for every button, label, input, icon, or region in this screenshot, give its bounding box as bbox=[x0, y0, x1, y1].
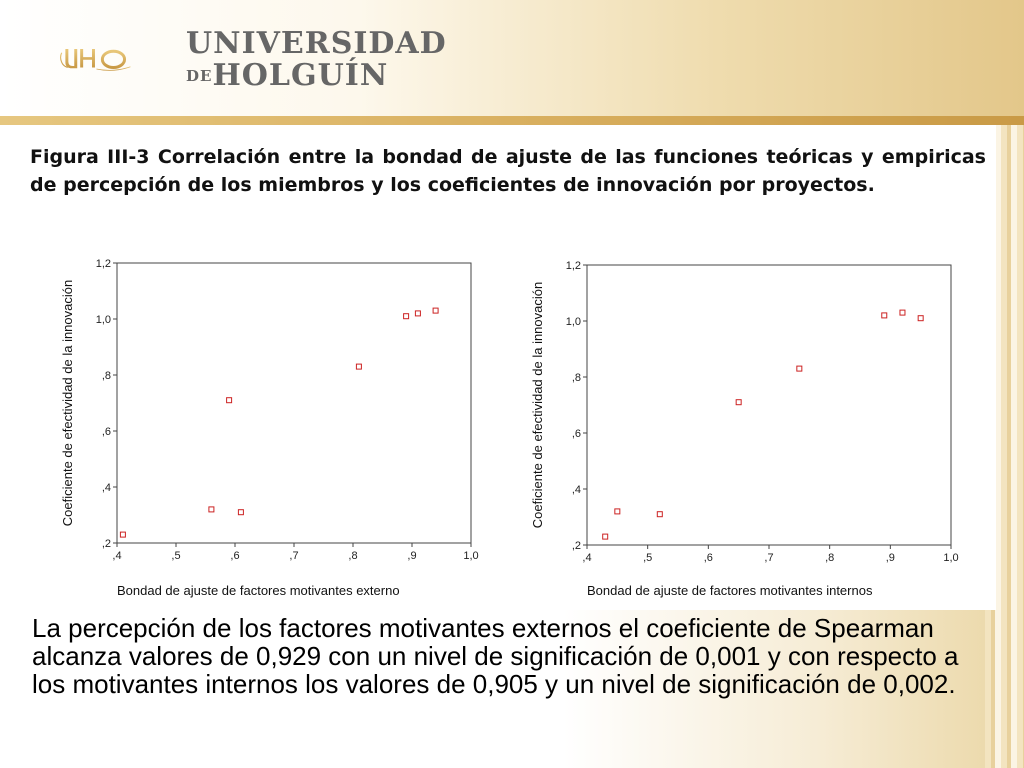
x-tick-label: ,7 bbox=[764, 552, 773, 564]
header-divider bbox=[0, 116, 1024, 125]
scatter-point bbox=[899, 309, 906, 316]
scatter-point bbox=[226, 397, 233, 404]
scatter-point bbox=[119, 531, 126, 538]
scatter-point bbox=[735, 399, 742, 406]
x-tick-label: ,9 bbox=[407, 550, 416, 562]
y-tick-label: 1,0 bbox=[566, 316, 581, 328]
x-tick-label: ,5 bbox=[171, 550, 180, 562]
x-tick-label: ,8 bbox=[348, 550, 357, 562]
x-tick-label: ,4 bbox=[582, 552, 591, 564]
scatter-point bbox=[881, 312, 888, 319]
logo-line-2-main: HOLGUÍN bbox=[212, 58, 389, 93]
uho-logo-icon bbox=[60, 49, 131, 71]
y-tick-label: ,2 bbox=[572, 540, 581, 552]
y-tick-label: ,8 bbox=[572, 372, 581, 384]
y-tick-label: ,6 bbox=[102, 426, 111, 438]
scatter-point bbox=[403, 313, 410, 320]
scatter-point bbox=[796, 365, 803, 372]
y-tick-label: ,8 bbox=[102, 370, 111, 382]
scatter-point bbox=[432, 307, 439, 314]
scatter-point bbox=[602, 533, 609, 540]
scatter-point bbox=[614, 508, 621, 515]
scatter-point bbox=[414, 310, 421, 317]
x-tick-label: ,4 bbox=[112, 550, 121, 562]
y-tick-label: ,4 bbox=[102, 482, 111, 494]
figure-title: Figura III-3 Correlación entre la bondad… bbox=[30, 146, 986, 196]
y-tick-label: ,4 bbox=[572, 484, 581, 496]
header-band bbox=[0, 0, 1024, 118]
y-axis-label: Coeficiente de efectividad de la innovac… bbox=[530, 282, 545, 528]
y-tick-label: ,6 bbox=[572, 428, 581, 440]
logo-line-2: DEHOLGUÍN bbox=[186, 60, 447, 92]
plot-frame bbox=[586, 264, 952, 546]
scatter-point bbox=[917, 315, 924, 322]
x-axis-label: Bondad de ajuste de factores motivantes … bbox=[587, 583, 873, 598]
x-tick-label: 1,0 bbox=[943, 552, 958, 564]
logo-line-2-prefix: DE bbox=[186, 67, 213, 85]
y-axis-label: Coeficiente de efectividad de la innovac… bbox=[60, 280, 75, 526]
scatter-point bbox=[237, 509, 244, 516]
x-tick-label: ,5 bbox=[643, 552, 652, 564]
y-tick-label: 1,2 bbox=[96, 258, 111, 270]
x-tick-label: ,6 bbox=[704, 552, 713, 564]
scatter-point bbox=[355, 363, 362, 370]
x-tick-label: 1,0 bbox=[463, 550, 478, 562]
y-tick-label: ,2 bbox=[102, 538, 111, 550]
logo-line-1: UNIVERSIDAD bbox=[186, 26, 447, 61]
x-axis-label: Bondad de ajuste de factores motivantes … bbox=[117, 583, 400, 598]
caption-text: La percepción de los factores motivantes… bbox=[32, 613, 959, 699]
x-tick-label: ,7 bbox=[289, 550, 298, 562]
scatter-point bbox=[656, 511, 663, 518]
university-name: UNIVERSIDAD DEHOLGUÍN bbox=[186, 28, 447, 92]
x-tick-label: ,9 bbox=[886, 552, 895, 564]
plot-frame bbox=[116, 262, 472, 544]
x-tick-label: ,6 bbox=[230, 550, 239, 562]
y-tick-label: 1,0 bbox=[96, 314, 111, 326]
x-tick-label: ,8 bbox=[825, 552, 834, 564]
scatter-point bbox=[208, 506, 215, 513]
y-tick-label: 1,2 bbox=[566, 260, 581, 272]
